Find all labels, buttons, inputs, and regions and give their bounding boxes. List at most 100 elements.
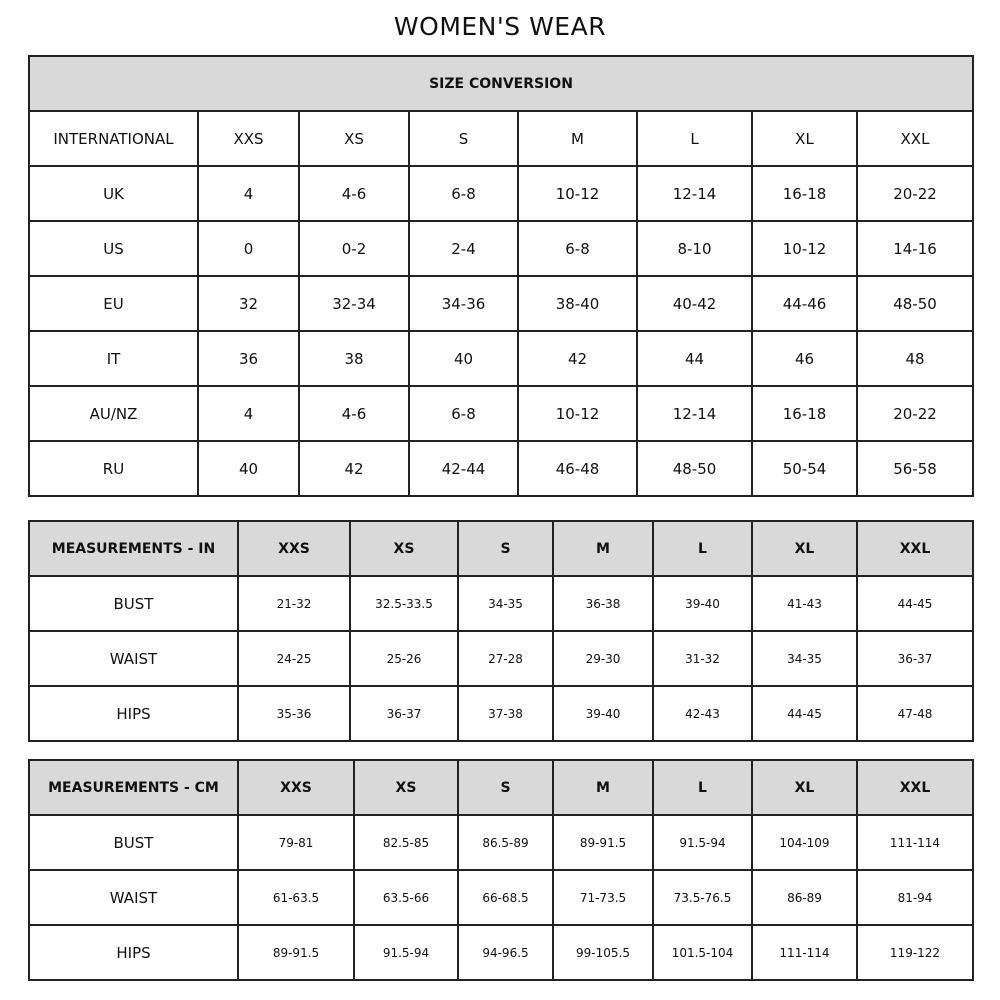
table-cell: 42 — [517, 330, 638, 387]
size-column-header: S — [457, 520, 554, 577]
table-cell: 32.5-33.5 — [349, 575, 459, 632]
table-row: WAIST 24-25 25-26 27-28 29-30 31-32 34-35 36-37 — [28, 630, 974, 687]
table-cell: 44-45 — [751, 685, 858, 742]
table-cell: 63.5-66 — [353, 869, 459, 926]
table-cell: 82.5-85 — [353, 814, 459, 871]
table-cell: 12-14 — [636, 385, 753, 442]
table-cell: 21-32 — [237, 575, 351, 632]
table-cell: 25-26 — [349, 630, 459, 687]
table-cell: 34-36 — [408, 275, 519, 332]
table-row: HIPS 35-36 36-37 37-38 39-40 42-43 44-45 47-48 — [28, 685, 974, 742]
table-cell: 0-2 — [298, 220, 410, 277]
table-cell: 16-18 — [751, 165, 858, 222]
size-column-header: M — [552, 520, 654, 577]
size-column-header: L — [652, 520, 753, 577]
table-cell: 4-6 — [298, 385, 410, 442]
row-header-label: MEASUREMENTS - CM — [28, 759, 239, 816]
table-cell: 47-48 — [856, 685, 974, 742]
size-column-header: XXS — [197, 110, 300, 167]
table-cell: 40 — [197, 440, 300, 497]
row-label: BUST — [28, 575, 239, 632]
table-cell: 46 — [751, 330, 858, 387]
row-header-label: INTERNATIONAL — [28, 110, 199, 167]
table-row: BUST 21-32 32.5-33.5 34-35 36-38 39-40 41-43 44… — [28, 575, 974, 632]
size-column-header: XS — [349, 520, 459, 577]
table-cell: 32-34 — [298, 275, 410, 332]
row-label: WAIST — [28, 630, 239, 687]
table-row: EU 32 32-34 34-36 38-40 40-42 44-46 48-50 — [28, 275, 974, 332]
table-cell: 34-35 — [751, 630, 858, 687]
table-cell: 14-16 — [856, 220, 974, 277]
table-cell: 99-105.5 — [552, 924, 654, 981]
page-title: WOMEN'S WEAR — [393, 12, 607, 41]
row-label: RU — [28, 440, 199, 497]
table-row: HIPS 89-91.5 91.5-94 94-96.5 99-105.5 101.5-1… — [28, 924, 974, 981]
table-cell: 12-14 — [636, 165, 753, 222]
table-row: UK 4 4-6 6-8 10-12 12-14 16-18 20-22 — [28, 165, 974, 222]
table-cell: 94-96.5 — [457, 924, 554, 981]
table-cell: 35-36 — [237, 685, 351, 742]
table-cell: 44 — [636, 330, 753, 387]
size-column-header: XL — [751, 110, 858, 167]
table-cell: 24-25 — [237, 630, 351, 687]
size-column-header: XS — [353, 759, 459, 816]
table-cell: 61-63.5 — [237, 869, 355, 926]
size-column-header: M — [552, 759, 654, 816]
size-column-header: S — [408, 110, 519, 167]
table-cell: 2-4 — [408, 220, 519, 277]
table-cell: 119-122 — [856, 924, 974, 981]
header-row: INTERNATIONAL XXS XS S M L XL XXL — [28, 110, 974, 167]
table-cell: 44-46 — [751, 275, 858, 332]
table-cell: 6-8 — [517, 220, 638, 277]
table-cell: 86.5-89 — [457, 814, 554, 871]
size-column-header: XXL — [856, 520, 974, 577]
row-header-label: MEASUREMENTS - IN — [28, 520, 239, 577]
table-cell: 41-43 — [751, 575, 858, 632]
row-label: US — [28, 220, 199, 277]
row-label: AU/NZ — [28, 385, 199, 442]
table-cell: 38 — [298, 330, 410, 387]
table-cell: 38-40 — [517, 275, 638, 332]
table-cell: 81-94 — [856, 869, 974, 926]
size-column-header: M — [517, 110, 638, 167]
table-cell: 40-42 — [636, 275, 753, 332]
row-label: HIPS — [28, 685, 239, 742]
table-cell: 71-73.5 — [552, 869, 654, 926]
table-cell: 111-114 — [856, 814, 974, 871]
table-cell: 101.5-104 — [652, 924, 753, 981]
table-cell: 20-22 — [856, 385, 974, 442]
table-cell: 4-6 — [298, 165, 410, 222]
table-cell: 36-37 — [856, 630, 974, 687]
table-row: RU 40 42 42-44 46-48 48-50 50-54 56-58 — [28, 440, 974, 497]
table-row: BUST 79-81 82.5-85 86.5-89 89-91.5 91.5-94 104… — [28, 814, 974, 871]
size-column-header: L — [652, 759, 753, 816]
size-column-header: XXS — [237, 520, 351, 577]
size-column-header: S — [457, 759, 554, 816]
table-cell: 10-12 — [751, 220, 858, 277]
table-cell: 44-45 — [856, 575, 974, 632]
table-cell: 111-114 — [751, 924, 858, 981]
size-column-header: XXL — [856, 110, 974, 167]
table-cell: 10-12 — [517, 385, 638, 442]
size-conversion-table: SIZE CONVERSION INTERNATIONAL XXS XS S M L XL X… — [28, 55, 974, 497]
table-cell: 89-91.5 — [237, 924, 355, 981]
table-cell: 42-43 — [652, 685, 753, 742]
row-label: IT — [28, 330, 199, 387]
table-cell: 6-8 — [408, 385, 519, 442]
table-cell: 91.5-94 — [353, 924, 459, 981]
table-cell: 34-35 — [457, 575, 554, 632]
row-label: HIPS — [28, 924, 239, 981]
table-cell: 56-58 — [856, 440, 974, 497]
table-cell: 31-32 — [652, 630, 753, 687]
table-cell: 91.5-94 — [652, 814, 753, 871]
table-cell: 39-40 — [552, 685, 654, 742]
table-cell: 4 — [197, 165, 300, 222]
table-cell: 73.5-76.5 — [652, 869, 753, 926]
table-cell: 40 — [408, 330, 519, 387]
table-cell: 8-10 — [636, 220, 753, 277]
table-cell: 29-30 — [552, 630, 654, 687]
size-column-header: L — [636, 110, 753, 167]
table-cell: 32 — [197, 275, 300, 332]
table-cell: 0 — [197, 220, 300, 277]
table-cell: 37-38 — [457, 685, 554, 742]
